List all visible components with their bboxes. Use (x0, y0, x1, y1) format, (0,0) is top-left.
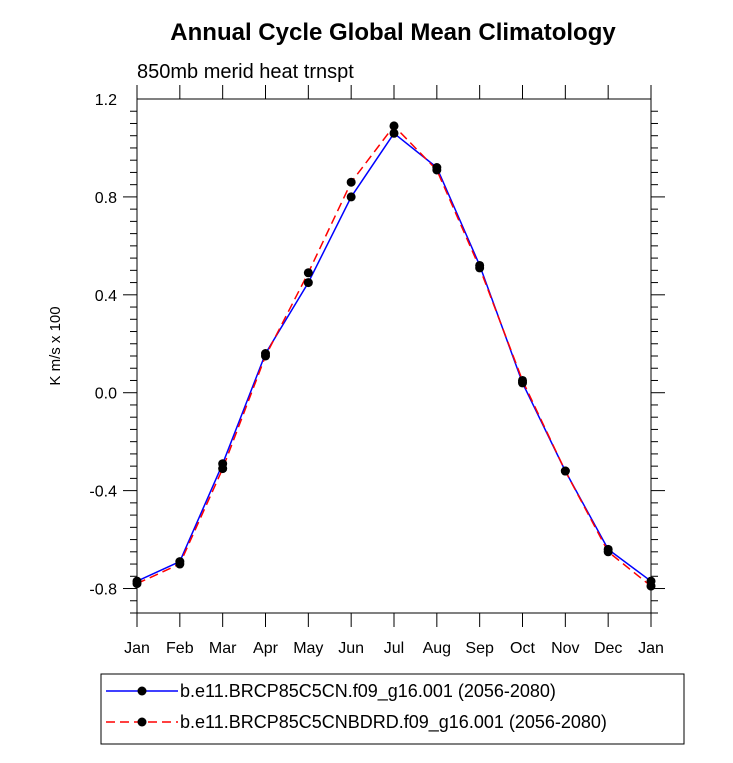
series-2-point (132, 579, 142, 589)
legend-marker-1 (137, 686, 147, 696)
x-tick-label: Aug (423, 640, 451, 657)
y-tick-label: -0.8 (89, 582, 117, 599)
series-2-point (475, 263, 485, 273)
x-tick-label: Jan (124, 640, 150, 657)
series-2-point (175, 559, 185, 569)
x-tick-label: May (293, 640, 323, 657)
series-layer (132, 121, 656, 591)
x-tick-label: Mar (209, 640, 237, 657)
x-tick-label: Apr (253, 640, 279, 657)
chart-subtitle: 850mb merid heat trnspt (137, 61, 354, 83)
legend (100, 673, 685, 745)
y-axis: -0.8 -0.4 0.0 0.4 0.8 1.2 (89, 92, 665, 614)
series-1-point (346, 192, 356, 202)
series-2-point (646, 581, 656, 591)
y-tick-label: 0.8 (95, 190, 117, 207)
x-tick-label: Feb (166, 640, 194, 657)
series-2-point (346, 177, 356, 187)
x-tick-label: Jun (338, 640, 364, 657)
series-2-point (389, 121, 399, 131)
series-2-point (560, 466, 570, 476)
legend-label-2: b.e11.BRCP85C5CNBDRD.f09_g16.001 (2056-2… (180, 712, 607, 733)
x-tick-label: Dec (594, 640, 622, 657)
x-axis: Jan Feb Mar Apr May Jun Jul Aug Sep Oct Nov Dec Jan (124, 85, 664, 657)
y-tick-label: 0.0 (95, 386, 117, 403)
y-axis-label: K m/s x 100 (47, 306, 64, 385)
series-1-point (303, 278, 313, 288)
series-2-point (261, 351, 270, 361)
series-2-point (218, 464, 228, 474)
series-2-point (518, 375, 527, 385)
x-tick-label: Oct (510, 640, 535, 657)
series-line-1 (136, 132, 652, 582)
y-tick-label: -0.4 (89, 484, 117, 501)
plot-frame (136, 98, 652, 614)
x-tick-label: Jul (384, 640, 404, 657)
series-2-point (432, 165, 442, 175)
legend-label-1: b.e11.BRCP85C5CN.f09_g16.001 (2056-2080) (180, 681, 556, 702)
series-2-point (603, 547, 613, 557)
legend-marker-2 (137, 717, 147, 727)
legend-items: b.e11.BRCP85C5CN.f09_g16.001 (2056-2080)… (106, 681, 607, 733)
x-tick-label: Sep (465, 640, 494, 657)
x-tick-label: Nov (551, 640, 579, 657)
y-tick-label: 1.2 (95, 92, 117, 109)
x-tick-label: Jan (638, 640, 664, 657)
y-tick-label: 0.4 (95, 288, 117, 305)
series-line-2 (136, 124, 652, 587)
series-2-point (303, 268, 313, 278)
chart-title: Annual Cycle Global Mean Climatology (170, 19, 616, 46)
series-1-point (389, 128, 399, 138)
